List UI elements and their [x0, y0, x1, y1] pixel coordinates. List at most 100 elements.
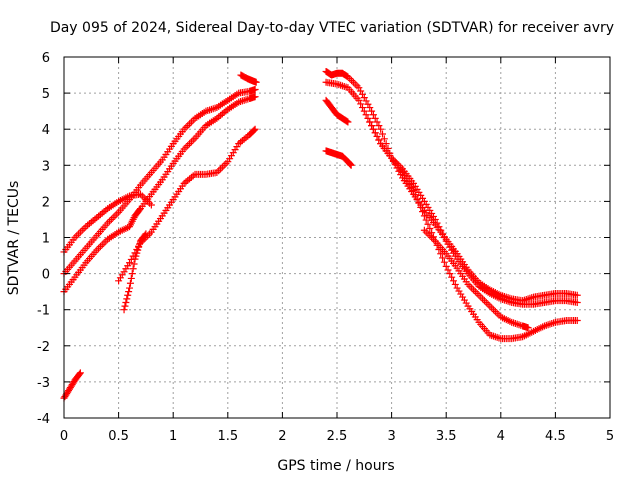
- data-point-marker: [448, 273, 456, 281]
- series-track-c: [60, 93, 259, 296]
- data-point-marker: [128, 270, 136, 278]
- series-track-m: [322, 147, 355, 169]
- x-tick-label: 3.5: [436, 429, 457, 444]
- series-track-g: [237, 71, 260, 86]
- data-point-marker: [135, 243, 143, 251]
- series-track-l: [322, 96, 352, 126]
- data-point-marker: [439, 254, 447, 262]
- y-tick-label: 2: [42, 195, 50, 210]
- data-point-marker: [251, 93, 259, 101]
- data-point-marker: [124, 291, 132, 299]
- data-point-marker: [415, 199, 423, 207]
- data-point-marker: [360, 107, 368, 115]
- data-point-marker: [573, 317, 581, 325]
- data-point-marker: [344, 118, 352, 126]
- data-point-marker: [369, 111, 377, 119]
- y-tick-label: -1: [37, 304, 50, 319]
- data-point-marker: [355, 96, 363, 104]
- data-point-marker: [127, 274, 135, 282]
- data-point-marker: [444, 266, 452, 274]
- y-tick-label: 4: [42, 123, 50, 138]
- data-point-marker: [251, 85, 259, 93]
- series-track-e: [120, 230, 150, 314]
- data-point-marker: [380, 135, 388, 143]
- data-point-marker: [435, 223, 443, 231]
- y-tick-label: 0: [42, 268, 50, 283]
- data-point-marker: [75, 370, 83, 378]
- x-tick-label: 4.5: [545, 429, 566, 444]
- data-point-marker: [132, 252, 140, 260]
- data-point-marker: [375, 122, 383, 130]
- y-tick-label: 3: [42, 159, 50, 174]
- x-tick-label: 4: [497, 429, 505, 444]
- data-point-marker: [437, 226, 445, 234]
- data-point-marker: [126, 279, 134, 287]
- data-point-marker: [252, 78, 260, 86]
- data-point-marker: [136, 206, 144, 214]
- y-tick-label: 1: [42, 232, 50, 247]
- data-point-marker: [358, 104, 366, 112]
- data-point-marker: [251, 125, 259, 133]
- data-point-marker: [377, 125, 385, 133]
- data-point-marker: [147, 201, 155, 209]
- grid-layer: [64, 57, 610, 418]
- data-point-marker: [122, 298, 130, 306]
- data-point-marker: [347, 161, 355, 169]
- data-point-marker: [424, 220, 432, 228]
- data-point-marker: [366, 104, 374, 112]
- data-point-marker: [368, 107, 376, 115]
- data-point-marker: [366, 118, 374, 126]
- data-point-marker: [142, 230, 150, 238]
- data-point-marker: [440, 258, 448, 266]
- data-point-marker: [343, 117, 351, 125]
- data-point-marker: [426, 224, 434, 232]
- data-point-marker: [371, 114, 379, 122]
- y-tick-label: 5: [42, 87, 50, 102]
- data-point-marker: [375, 136, 383, 144]
- data-marks: [60, 67, 581, 402]
- data-point-marker: [440, 234, 448, 241]
- y-tick-label: -4: [37, 412, 50, 427]
- x-tick-label: 3: [387, 429, 395, 444]
- x-tick-label: 2: [278, 429, 286, 444]
- series-track-f: [60, 369, 84, 402]
- series-track-j: [366, 118, 581, 343]
- data-point-marker: [413, 195, 421, 203]
- data-point-marker: [451, 280, 459, 288]
- data-point-marker: [373, 118, 381, 126]
- data-point-marker: [368, 122, 376, 130]
- y-tick-label: -3: [37, 376, 50, 391]
- x-tick-label: 1: [169, 429, 177, 444]
- data-point-marker: [136, 240, 144, 248]
- data-point-marker: [130, 260, 138, 268]
- data-point-marker: [125, 288, 133, 296]
- data-point-marker: [76, 369, 84, 377]
- data-point-marker: [133, 249, 141, 257]
- x-tick-label: 0: [60, 429, 68, 444]
- data-point-marker: [250, 126, 258, 134]
- data-point-marker: [439, 230, 447, 238]
- tick-layer: 0 0.5 1 1.5 2 2.5 3 3.5 4 4.5 5 -4 -3 -2 -1 0 1 2 3 4 5 6: [37, 51, 614, 444]
- data-point-marker: [573, 298, 581, 306]
- data-point-marker: [422, 216, 430, 224]
- x-tick-label: 2.5: [327, 429, 348, 444]
- data-point-marker: [357, 100, 365, 108]
- data-point-marker: [364, 114, 372, 122]
- data-point-marker: [371, 129, 379, 137]
- data-point-marker: [431, 215, 439, 223]
- series-track-k: [420, 226, 532, 332]
- data-point-marker: [131, 255, 139, 263]
- data-point-marker: [420, 212, 428, 220]
- data-point-marker: [129, 265, 137, 273]
- data-point-marker: [409, 187, 417, 195]
- data-point-marker: [417, 203, 425, 211]
- x-tick-label: 0.5: [108, 429, 129, 444]
- chart-title: Day 095 of 2024, Sidereal Day-to-day VTE…: [50, 20, 614, 36]
- data-point-marker: [449, 277, 457, 285]
- data-point-marker: [433, 219, 441, 227]
- data-point-marker: [141, 231, 149, 239]
- y-tick-label: 6: [42, 51, 50, 66]
- x-axis-label: GPS time / hours: [277, 458, 394, 474]
